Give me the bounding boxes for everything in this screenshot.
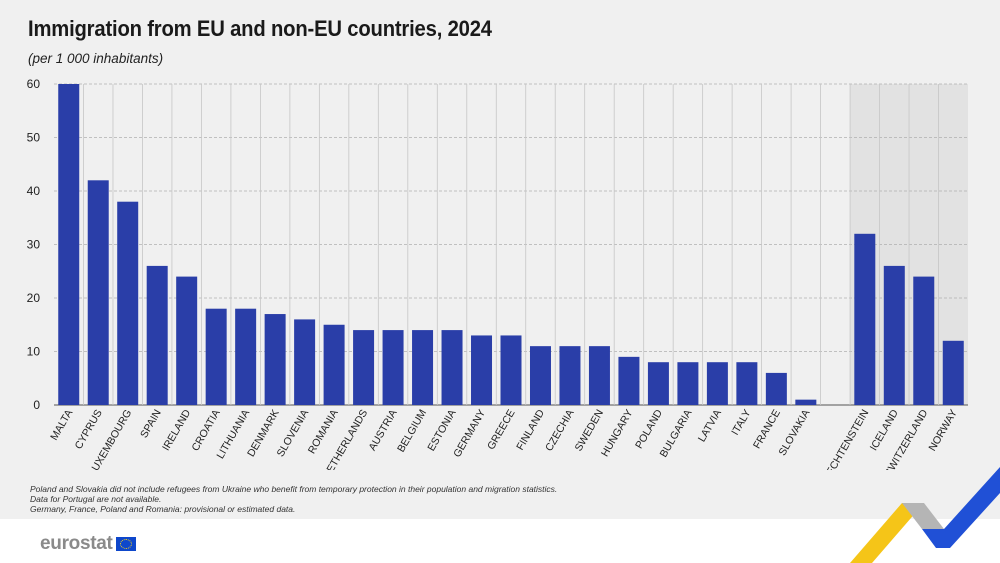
x-tick-label: CROATIA [189,408,222,454]
chart-title: Immigration from EU and non-EU countries… [28,16,492,41]
footnotes: Poland and Slovakia did not include refu… [30,484,557,514]
decorative-ribbon [850,467,1000,563]
bar-sweden [588,346,610,405]
bar-czechia [559,346,581,405]
bar-belgium [412,330,434,405]
y-tick-label: 0 [33,398,40,412]
chart-subtitle: (per 1 000 inhabitants) [28,51,164,66]
footnote: Data for Portugal are not available. [30,494,162,504]
y-tick-label: 20 [27,291,41,305]
bar-netherlands [353,330,375,405]
bar-estonia [441,330,463,405]
bar-ireland [176,276,198,405]
x-tick-label: POLAND [633,407,665,451]
bar-austria [382,330,404,405]
x-tick-label: FINLAND [514,407,547,452]
bar-finland [529,346,551,405]
bar-croatia [205,308,227,405]
x-tick-label: CZECHIA [543,408,576,454]
y-tick-label: 60 [27,77,41,91]
x-tick-label: CYPRUS [73,408,105,452]
x-tick-label: MALTA [48,408,75,443]
x-tick-label: LIECHTENSTEIN [820,408,872,471]
bar-germany [471,335,493,405]
bar-italy [736,362,758,405]
x-tick-label: FRANCE [751,408,783,451]
x-tick-label: ESTONIA [425,408,458,454]
bar-slovenia [294,319,316,405]
x-tick-label: ITALY [729,408,753,438]
bar-greece [500,335,522,405]
bar-romania [323,324,345,405]
x-tick-label: SPAIN [138,408,164,441]
footer-bar [0,519,1000,563]
x-tick-label: AUSTRIA [367,408,400,453]
y-tick-label: 10 [27,345,41,359]
bar-poland [647,362,669,405]
bar-slovakia [795,399,817,405]
bar-denmark [264,314,286,405]
y-tick-label: 30 [27,238,41,252]
bar-lithuania [235,308,257,405]
x-tick-label: BELGIUM [395,408,429,455]
bar-iceland [883,265,905,405]
x-tick-label: LATVIA [696,408,724,445]
bar-liechtenstein [854,233,876,405]
eu-flag-icon [115,537,136,551]
y-tick-label: 40 [27,184,41,198]
logo-text: eurostat [40,533,113,554]
bar-norway [942,340,964,405]
bar-france [765,372,787,405]
bar-spain [146,265,168,405]
footnote: Germany, France, Poland and Romania: pro… [30,504,296,514]
bar-latvia [706,362,728,405]
bar-bulgaria [677,362,699,405]
eurostat-logo: eurostat [40,533,136,555]
bar-luxembourg [117,201,139,405]
ribbon-grey [902,503,944,529]
x-tick-label: IRELAND [160,407,193,453]
bar-cyprus [87,180,109,405]
footnote: Poland and Slovakia did not include refu… [30,484,558,494]
ribbon-blue [922,467,1000,548]
bar-hungary [618,356,640,405]
bar-malta [58,84,80,405]
x-tick-label: GREECE [485,408,518,452]
ribbon-yellow [850,503,924,563]
x-tick-label: NORWAY [927,408,960,454]
x-tick-label: ICELAND [868,407,901,453]
y-tick-label: 50 [27,131,41,145]
bar-switzerland [913,276,935,405]
x-tick-label: SWEDEN [573,408,606,454]
